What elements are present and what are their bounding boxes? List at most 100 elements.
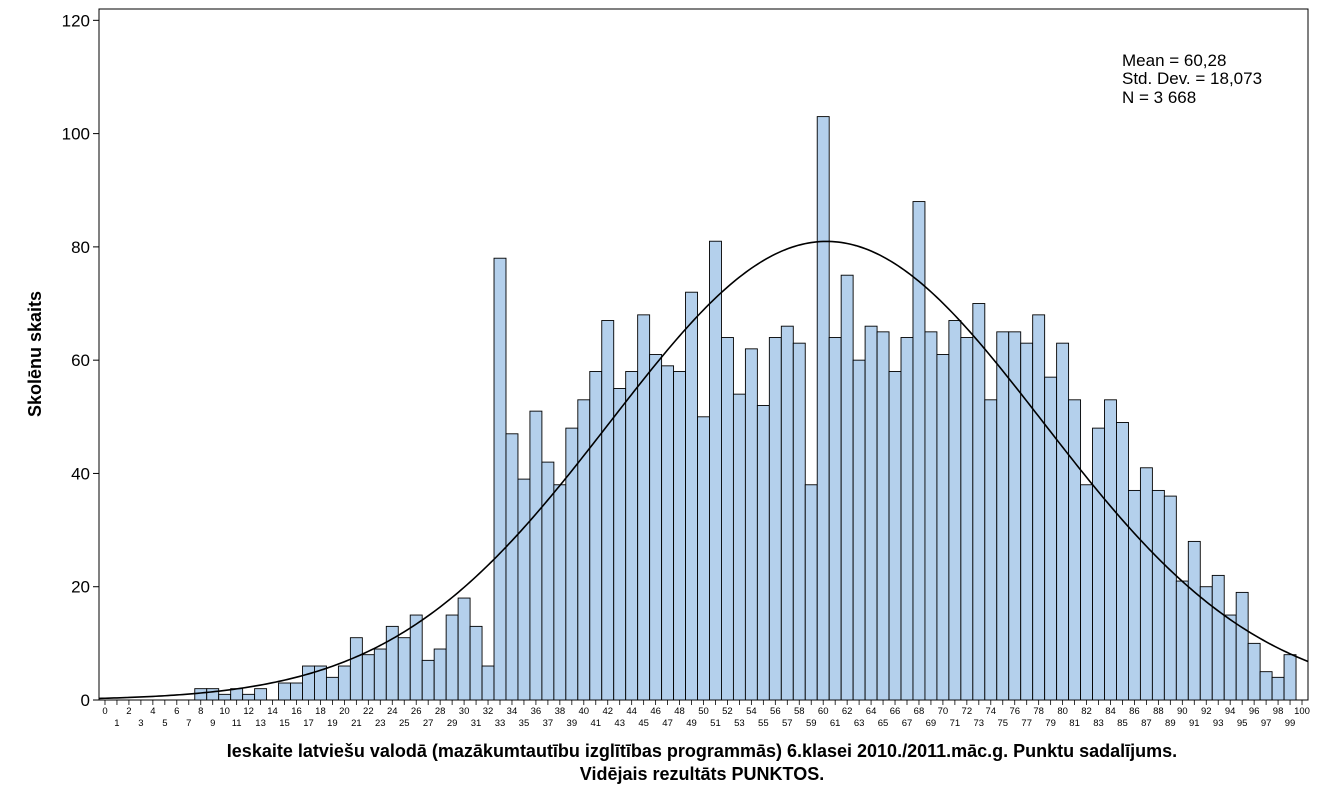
- x-tick-label-58: 58: [794, 706, 805, 717]
- bar-60: [816, 116, 830, 701]
- bar-25: [397, 637, 411, 701]
- bar-33: [493, 257, 507, 701]
- bar-16: [290, 682, 303, 701]
- normal-curve: [98, 240, 1309, 700]
- bar-37: [541, 461, 555, 701]
- x-tick-label-31: 31: [471, 718, 482, 729]
- stats-std-dev: Std. Dev. = 18,073: [1122, 69, 1262, 88]
- bar-84: [1104, 399, 1117, 701]
- bar-32: [481, 665, 495, 701]
- x-tick-label-81: 81: [1069, 718, 1080, 729]
- bar-90: [1175, 580, 1189, 701]
- x-tick-label-7: 7: [186, 718, 191, 729]
- x-axis-title-line-1: Ieskaite latviešu valodā (mazākumtautību…: [227, 741, 1177, 761]
- x-tick-label-26: 26: [411, 706, 422, 717]
- x-axis: 0123456789101112131415161718192021222324…: [102, 700, 1310, 729]
- bar-50: [697, 416, 710, 701]
- bar-95: [1235, 591, 1249, 701]
- bar-65: [876, 331, 890, 701]
- x-tick-label-1: 1: [114, 718, 119, 729]
- x-tick-label-3: 3: [138, 718, 143, 729]
- x-tick-label-91: 91: [1189, 718, 1200, 729]
- bar-71: [948, 320, 962, 701]
- x-tick-label-59: 59: [806, 718, 817, 729]
- bar-13: [254, 688, 268, 701]
- x-tick-label-67: 67: [902, 718, 913, 729]
- bar-45: [637, 314, 651, 701]
- x-tick-label-86: 86: [1129, 706, 1140, 717]
- x-tick-label-42: 42: [602, 706, 613, 717]
- x-tick-label-2: 2: [126, 706, 131, 717]
- x-tick-label-43: 43: [614, 718, 625, 729]
- bar-30: [457, 597, 471, 701]
- x-tick-label-23: 23: [375, 718, 386, 729]
- x-tick-label-51: 51: [710, 718, 721, 729]
- x-tick-label-61: 61: [830, 718, 841, 729]
- x-tick-label-37: 37: [543, 718, 554, 729]
- bar-69: [924, 331, 938, 701]
- bar-98: [1271, 676, 1285, 701]
- bar-39: [565, 427, 579, 701]
- x-tick-label-52: 52: [722, 706, 733, 717]
- bar-74: [984, 399, 998, 701]
- bar-35: [517, 478, 531, 701]
- x-tick-label-20: 20: [339, 706, 350, 717]
- x-tick-label-71: 71: [950, 718, 961, 729]
- x-tick-label-21: 21: [351, 718, 362, 729]
- y-tick-label-100: 100: [62, 125, 90, 144]
- x-tick-label-35: 35: [519, 718, 530, 729]
- bar-67: [900, 337, 914, 701]
- x-tick-label-68: 68: [914, 706, 925, 717]
- x-tick-label-100: 100: [1294, 706, 1310, 717]
- bar-46: [649, 354, 663, 701]
- bar-82: [1080, 484, 1093, 701]
- bar-8: [194, 688, 208, 701]
- bars-group: [194, 116, 1297, 701]
- bar-24: [385, 625, 399, 701]
- x-tick-label-46: 46: [650, 706, 661, 717]
- y-tick-label-40: 40: [71, 464, 90, 483]
- x-tick-label-44: 44: [626, 706, 637, 717]
- x-tick-label-25: 25: [399, 718, 410, 729]
- x-axis-title-line-2: Vidējais rezultāts PUNKTOS.: [580, 764, 824, 784]
- x-tick-label-50: 50: [698, 706, 709, 717]
- bar-62: [840, 274, 854, 701]
- x-tick-label-89: 89: [1165, 718, 1176, 729]
- x-tick-label-66: 66: [890, 706, 901, 717]
- bar-36: [529, 410, 543, 701]
- bar-11: [230, 688, 244, 701]
- bar-52: [721, 337, 734, 701]
- x-tick-label-97: 97: [1261, 718, 1272, 729]
- x-tick-label-29: 29: [447, 718, 458, 729]
- bar-78: [1032, 314, 1046, 701]
- x-tick-label-64: 64: [866, 706, 877, 717]
- x-tick-label-57: 57: [782, 718, 793, 729]
- bar-47: [661, 365, 675, 701]
- x-tick-label-96: 96: [1249, 706, 1260, 717]
- bar-48: [673, 371, 686, 701]
- bar-49: [685, 291, 698, 701]
- stats-mean: Mean = 60,28: [1122, 51, 1226, 70]
- bar-43: [613, 388, 627, 701]
- bar-21: [349, 637, 363, 701]
- x-tick-label-33: 33: [495, 718, 506, 729]
- bar-29: [445, 614, 459, 701]
- x-tick-label-70: 70: [938, 706, 949, 717]
- x-tick-label-24: 24: [387, 706, 398, 717]
- bar-66: [888, 371, 902, 701]
- x-tick-label-5: 5: [162, 718, 167, 729]
- bar-41: [589, 371, 603, 701]
- x-tick-label-41: 41: [590, 718, 601, 729]
- x-tick-label-45: 45: [638, 718, 649, 729]
- y-tick-label-120: 120: [62, 11, 90, 30]
- bar-89: [1163, 495, 1177, 701]
- bar-56: [768, 337, 782, 701]
- stats-n: N = 3 668: [1122, 88, 1196, 107]
- x-tick-label-18: 18: [315, 706, 326, 717]
- x-tick-label-75: 75: [997, 718, 1008, 729]
- bar-27: [421, 659, 435, 701]
- bar-22: [361, 654, 375, 701]
- bar-23: [373, 648, 387, 701]
- x-tick-label-84: 84: [1105, 706, 1116, 717]
- bar-99: [1283, 654, 1297, 701]
